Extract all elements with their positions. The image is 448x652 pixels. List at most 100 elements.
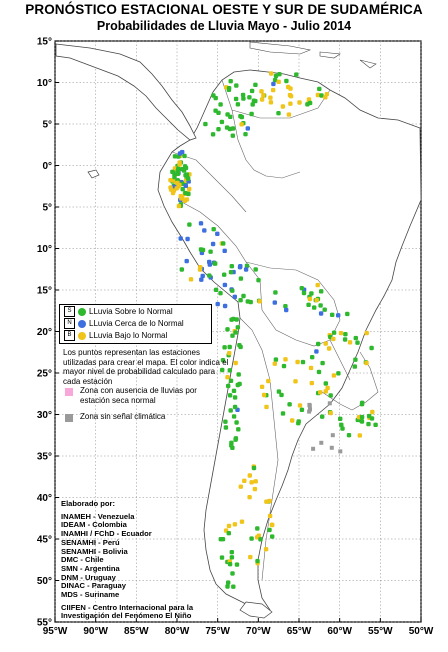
- station-point: [223, 419, 228, 424]
- station-point: [229, 555, 235, 560]
- station-point: [185, 176, 191, 181]
- station-point: [323, 389, 328, 394]
- station-point: [259, 384, 265, 389]
- station-point: [306, 97, 312, 102]
- legend-label: LLuvia Cerca de lo Normal: [89, 319, 184, 328]
- station-point: [233, 360, 238, 366]
- station-point: [276, 389, 282, 394]
- station-point: [220, 358, 226, 363]
- lat-tick-label: 5°: [42, 120, 52, 131]
- station-point: [199, 277, 204, 282]
- station-point: [253, 479, 258, 484]
- station-point: [226, 383, 231, 389]
- station-point: [301, 290, 307, 296]
- station-point: [281, 363, 287, 369]
- station-point: [225, 375, 230, 380]
- station-point: [234, 317, 239, 322]
- station-point: [197, 267, 203, 272]
- station-point: [319, 93, 324, 98]
- station-point: [273, 357, 279, 362]
- station-point: [352, 364, 357, 369]
- station-point: [267, 527, 272, 533]
- coastline-and-borders: [55, 41, 422, 619]
- station-point: [251, 98, 257, 103]
- station-point: [261, 93, 266, 98]
- station-point: [271, 87, 276, 93]
- station-point: [314, 298, 319, 303]
- lat-tick-label: 45°: [37, 535, 52, 546]
- dry-zone-label: Zona con ausencia de lluvias por estació…: [80, 386, 197, 405]
- station-point: [200, 273, 205, 279]
- station-point: [267, 498, 272, 504]
- station-point: [367, 413, 372, 419]
- station-point: [293, 379, 298, 384]
- station-point: [229, 264, 234, 269]
- station-point: [330, 312, 335, 317]
- credits-heading: Elaborado por:: [61, 499, 116, 508]
- station-point: [238, 484, 243, 489]
- station-point: [323, 95, 328, 100]
- lat-tick-label: 25°: [37, 369, 52, 380]
- station-point: [227, 368, 232, 373]
- station-point: [227, 344, 232, 350]
- station-point: [234, 83, 239, 88]
- station-point: [184, 172, 190, 177]
- station-point: [184, 258, 189, 264]
- lat-tick-label: 50°: [37, 576, 52, 587]
- galapagos-outline: [87, 169, 100, 179]
- station-point: [317, 86, 322, 92]
- station-point: [247, 473, 252, 478]
- lon-tick-label: 55°W: [368, 626, 393, 637]
- station-point: [232, 404, 238, 410]
- station-points: [168, 71, 378, 589]
- station-point: [232, 522, 238, 527]
- station-point: [172, 174, 177, 180]
- station-point: [288, 101, 293, 106]
- station-point: [357, 433, 362, 438]
- station-point: [222, 282, 228, 288]
- legend-item-above: S LLuvia Sobre lo Normal: [64, 306, 173, 318]
- station-point: [184, 197, 190, 202]
- station-point: [331, 336, 336, 342]
- station-point: [290, 418, 295, 423]
- station-point: [342, 337, 348, 342]
- station-point: [276, 79, 281, 84]
- station-point: [257, 299, 262, 304]
- credit-line: DINAC - Paraguay: [61, 581, 126, 591]
- station-point: [280, 411, 286, 416]
- lon-tick-label: 80°W: [165, 626, 190, 637]
- station-point: [318, 390, 323, 395]
- station-point: [252, 486, 258, 492]
- station-point: [309, 291, 314, 296]
- station-point: [175, 171, 181, 176]
- station-point: [240, 92, 246, 98]
- station-point: [320, 414, 325, 419]
- station-point: [208, 249, 213, 254]
- lon-tick-label: 65°W: [287, 626, 312, 637]
- station-point: [318, 311, 324, 316]
- no-signal-point: [330, 433, 335, 438]
- station-point: [283, 304, 288, 309]
- station-point: [198, 247, 204, 252]
- station-point: [283, 357, 288, 362]
- map-subtitle: Probabilidades de Lluvia Mayo - Julio 20…: [96, 19, 352, 33]
- station-point: [268, 95, 273, 100]
- station-point: [203, 121, 208, 127]
- station-point: [366, 421, 371, 427]
- legend-key: B: [64, 330, 75, 342]
- station-point: [251, 465, 257, 471]
- no-signal-point: [311, 446, 316, 451]
- lat-tick-label: 10°: [37, 78, 52, 89]
- station-point: [318, 303, 323, 308]
- station-point: [279, 392, 284, 398]
- station-point: [319, 289, 324, 294]
- legend-key: N: [64, 318, 75, 330]
- no-signal-point: [327, 401, 332, 406]
- station-point: [234, 420, 239, 425]
- station-point: [340, 426, 345, 431]
- station-point: [215, 231, 220, 236]
- station-point: [226, 580, 231, 585]
- station-point: [220, 537, 226, 542]
- station-point: [284, 78, 289, 84]
- station-point: [230, 333, 235, 338]
